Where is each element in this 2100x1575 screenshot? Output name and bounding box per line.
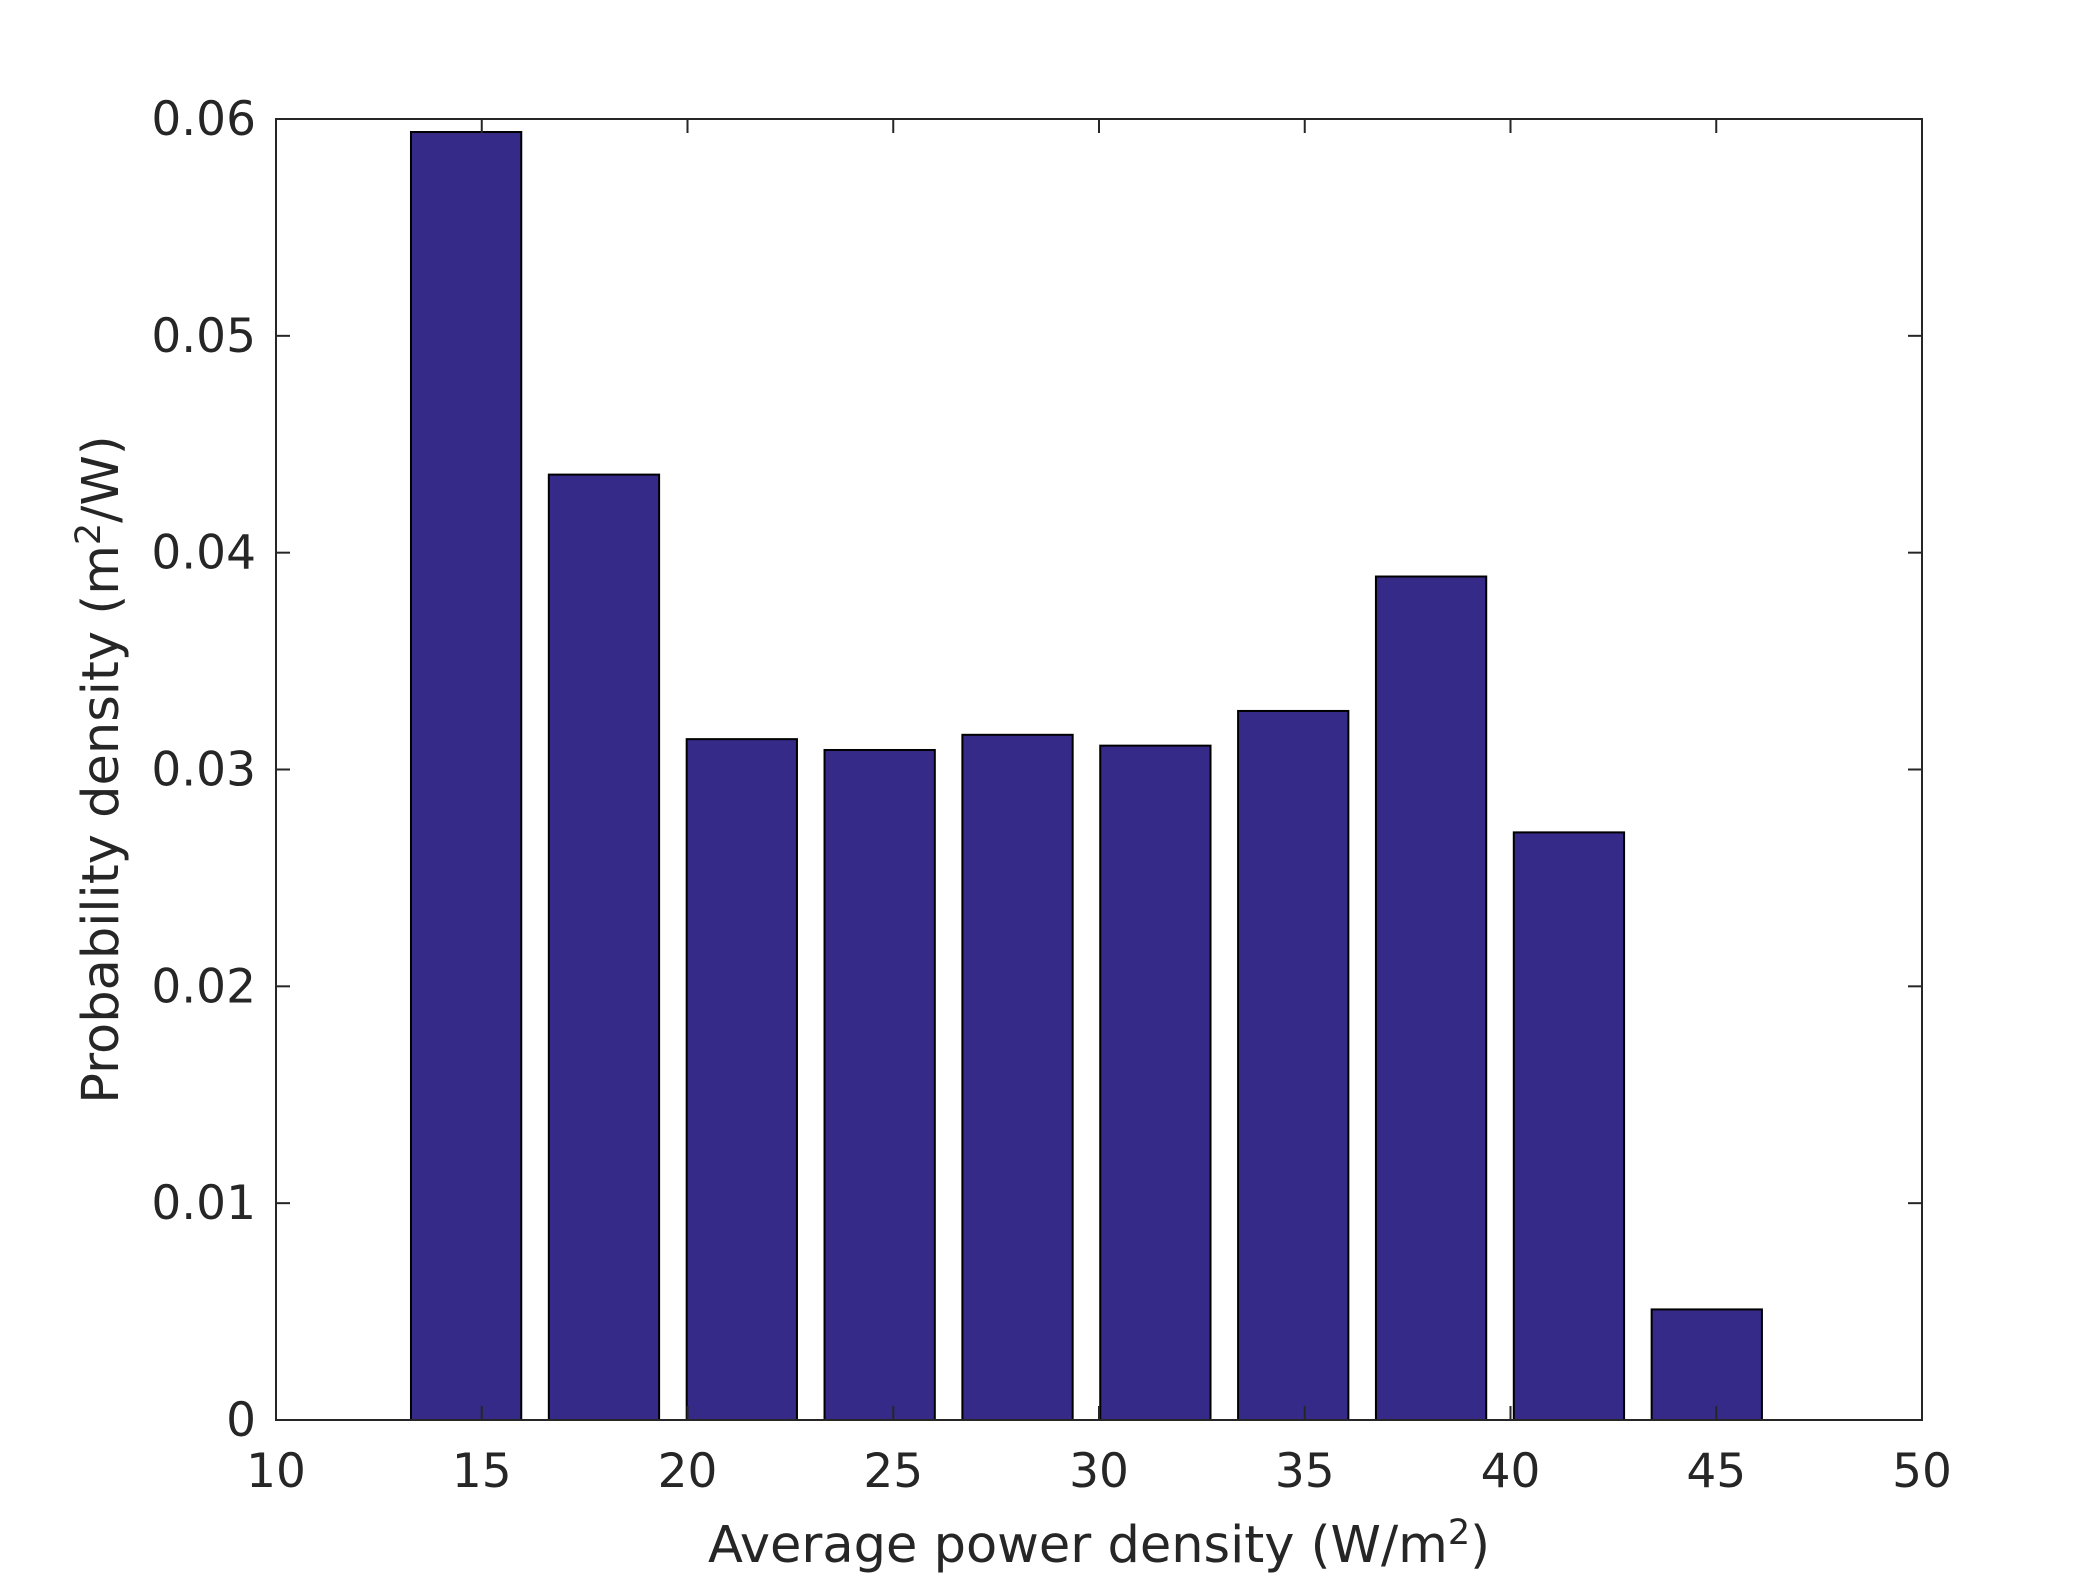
y-tick-label: 0	[226, 1393, 256, 1448]
y-tick-labels: 0 0.01 0.02 0.03 0.04 0.05 0.06	[151, 92, 256, 1448]
y-axis-label-superscript: 2	[69, 523, 109, 545]
y-axis-label-text: Probability density (m	[72, 545, 131, 1104]
y-axis-label: Probability density (m2/W)	[69, 435, 131, 1103]
x-tick-label: 25	[863, 1444, 923, 1499]
x-tick-label: 10	[246, 1444, 306, 1499]
histogram-bar	[547, 473, 661, 1421]
x-tick-label: 30	[1069, 1444, 1129, 1499]
x-axis-label: Average power density (W/m2)	[708, 1513, 1490, 1575]
x-tick-label: 40	[1481, 1444, 1541, 1499]
x-tick-label: 15	[452, 1444, 512, 1499]
histogram-bar	[1650, 1308, 1763, 1422]
y-tick-label: 0.02	[151, 959, 256, 1014]
y-tick-label: 0.01	[151, 1176, 256, 1231]
histogram-bar	[409, 131, 523, 1421]
x-tick-label: 45	[1686, 1444, 1746, 1499]
bars	[409, 131, 1763, 1422]
histogram-bar	[1099, 744, 1212, 1421]
y-tick-label: 0.05	[151, 309, 256, 364]
x-axis-label-text: Average power density (W/m	[708, 1516, 1448, 1575]
y-tick-label: 0.03	[151, 743, 256, 798]
x-axis-label-superscript: 2	[1448, 1513, 1470, 1553]
y-tick-label: 0.04	[151, 526, 256, 581]
y-axis-label-suffix: /W)	[72, 435, 131, 523]
histogram-bar	[1237, 709, 1350, 1421]
histogram-bar	[1512, 831, 1626, 1421]
x-tick-label: 35	[1275, 1444, 1335, 1499]
x-axis-label-suffix: )	[1470, 1516, 1490, 1575]
y-tick-label: 0.06	[151, 92, 256, 147]
x-tick-labels: 10 15 20 25 30 35 40 45 50	[246, 1444, 1952, 1499]
histogram-bar	[961, 733, 1074, 1421]
x-tick-label: 50	[1892, 1444, 1952, 1499]
histogram-bar	[823, 748, 936, 1421]
plot-area-frame	[275, 118, 1923, 1421]
histogram-bar	[685, 738, 798, 1421]
axis-ticks	[275, 118, 1923, 1421]
x-tick-label: 20	[658, 1444, 718, 1499]
histogram-bar	[1374, 575, 1488, 1421]
